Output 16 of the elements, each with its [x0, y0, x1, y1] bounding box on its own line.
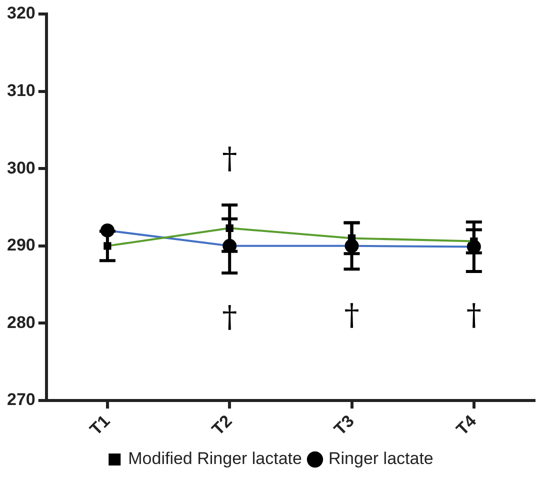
legend-label: Ringer lactate — [328, 449, 434, 468]
y-tick-label: 280 — [6, 312, 36, 332]
y-tick-label: 290 — [6, 236, 36, 255]
x-tick-label: T3 — [330, 411, 358, 439]
x-tick-label: T1 — [86, 411, 114, 439]
y-tick-label: 320 — [6, 4, 36, 23]
annotation: † — [222, 300, 238, 336]
annotation: † — [222, 142, 238, 177]
y-tick-label: 300 — [6, 158, 36, 178]
annotation: † — [344, 298, 360, 334]
y-tick-label: 310 — [6, 80, 36, 100]
annotation: † — [466, 298, 482, 334]
x-tick-label: T2 — [208, 411, 236, 439]
x-tick-label: T4 — [452, 411, 480, 439]
y-tick-label: 270 — [6, 390, 36, 410]
legend-label: Modified Ringer lactate — [128, 449, 302, 468]
